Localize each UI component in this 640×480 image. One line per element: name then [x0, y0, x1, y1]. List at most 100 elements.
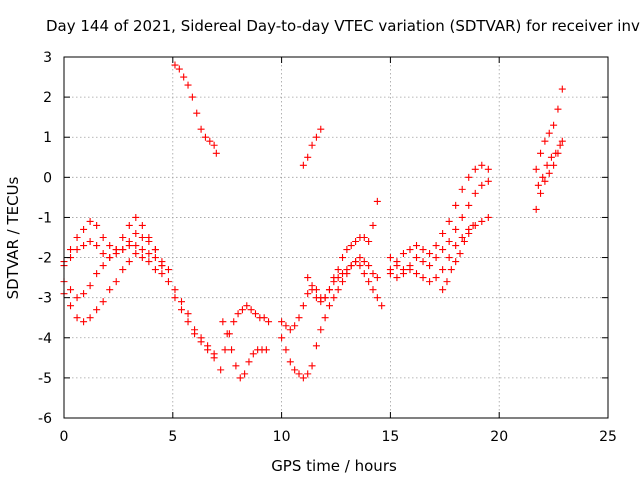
data-point [547, 153, 555, 161]
data-point [471, 165, 479, 173]
data-point [112, 278, 120, 286]
data-point [369, 270, 377, 278]
data-point [312, 294, 320, 302]
data-point [221, 346, 229, 354]
series-track-m [386, 177, 492, 274]
data-point [295, 370, 303, 378]
x-tick-label: 25 [599, 429, 617, 445]
data-point [73, 294, 81, 302]
y-tick-label: -5 [38, 371, 52, 387]
data-point [299, 374, 307, 382]
data-point [219, 318, 227, 326]
data-point [426, 262, 434, 270]
data-point [80, 318, 88, 326]
data-point [73, 246, 81, 254]
data-point [158, 262, 166, 270]
data-point [99, 250, 107, 258]
data-point [125, 242, 133, 250]
data-point [73, 234, 81, 241]
data-point [347, 262, 355, 270]
data-point [439, 229, 447, 237]
data-point [184, 318, 192, 326]
series-track-g [219, 318, 270, 382]
data-point [201, 133, 209, 141]
data-point [317, 125, 325, 133]
data-point [373, 294, 381, 302]
data-point [80, 242, 88, 250]
data-point [558, 137, 566, 145]
data-point [299, 161, 307, 169]
data-point [399, 270, 407, 278]
data-point [432, 274, 440, 282]
data-point [554, 105, 562, 113]
chart-title: Day 144 of 2021, Sidereal Day-to-day VTE… [46, 17, 640, 35]
data-point [112, 250, 120, 258]
data-point [178, 298, 186, 306]
data-point [471, 189, 479, 197]
data-point [119, 266, 127, 274]
plot-frame [63, 56, 609, 419]
data-point [299, 302, 307, 310]
data-point [308, 286, 316, 294]
data-point [308, 141, 316, 149]
data-point [265, 318, 273, 326]
y-tick-label: -3 [38, 291, 52, 307]
data-point [465, 201, 473, 209]
data-point [543, 161, 551, 169]
data-point [67, 246, 75, 254]
data-point [304, 290, 312, 298]
data-point [478, 217, 486, 225]
data-point [365, 238, 373, 246]
data-point [286, 358, 294, 366]
data-point [550, 161, 558, 169]
x-tick-label: 0 [60, 429, 69, 445]
data-point [232, 362, 240, 370]
data-point [432, 254, 440, 262]
data-point [456, 250, 464, 258]
data-point [86, 282, 94, 290]
data-point [295, 314, 303, 322]
series-track-k [304, 197, 381, 306]
data-point [369, 286, 377, 294]
data-point [125, 258, 133, 266]
data-point [484, 165, 492, 173]
data-point [238, 306, 246, 314]
data-point [278, 334, 286, 342]
data-point [419, 246, 427, 254]
data-point [312, 342, 320, 350]
data-point [80, 290, 88, 298]
data-point [439, 286, 447, 294]
data-point [236, 374, 244, 382]
data-point [447, 266, 455, 274]
data-point [175, 65, 183, 73]
data-point [132, 229, 140, 237]
data-point [532, 205, 540, 213]
data-point [197, 338, 205, 346]
data-point [164, 278, 172, 286]
series-track-j [299, 125, 325, 169]
data-point [223, 330, 231, 338]
y-tick-label: -1 [38, 210, 52, 226]
data-point [204, 346, 212, 354]
data-point [164, 266, 172, 274]
data-point [138, 234, 146, 241]
data-point [145, 234, 153, 241]
data-point [445, 238, 453, 246]
y-tick-label: -6 [38, 411, 52, 427]
data-point [86, 238, 94, 246]
data-point [317, 326, 325, 334]
data-point [245, 358, 253, 366]
data-point [339, 270, 347, 278]
data-point [86, 314, 94, 322]
data-point [260, 314, 268, 322]
data-point [334, 266, 342, 274]
data-point [356, 262, 364, 270]
data-point [151, 246, 159, 254]
data-point [378, 302, 386, 310]
data-point [125, 221, 133, 229]
data-point [67, 286, 75, 294]
data-point [304, 370, 312, 378]
data-point [93, 306, 101, 314]
x-tick-label: 10 [273, 429, 291, 445]
data-point [343, 246, 351, 254]
